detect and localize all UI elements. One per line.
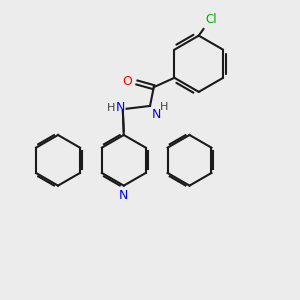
Text: Cl: Cl — [205, 13, 217, 26]
Text: H: H — [107, 103, 115, 113]
Text: O: O — [122, 75, 132, 88]
Text: N: N — [115, 101, 125, 114]
Text: N: N — [152, 108, 161, 121]
Text: N: N — [119, 189, 128, 203]
Text: H: H — [159, 102, 168, 112]
